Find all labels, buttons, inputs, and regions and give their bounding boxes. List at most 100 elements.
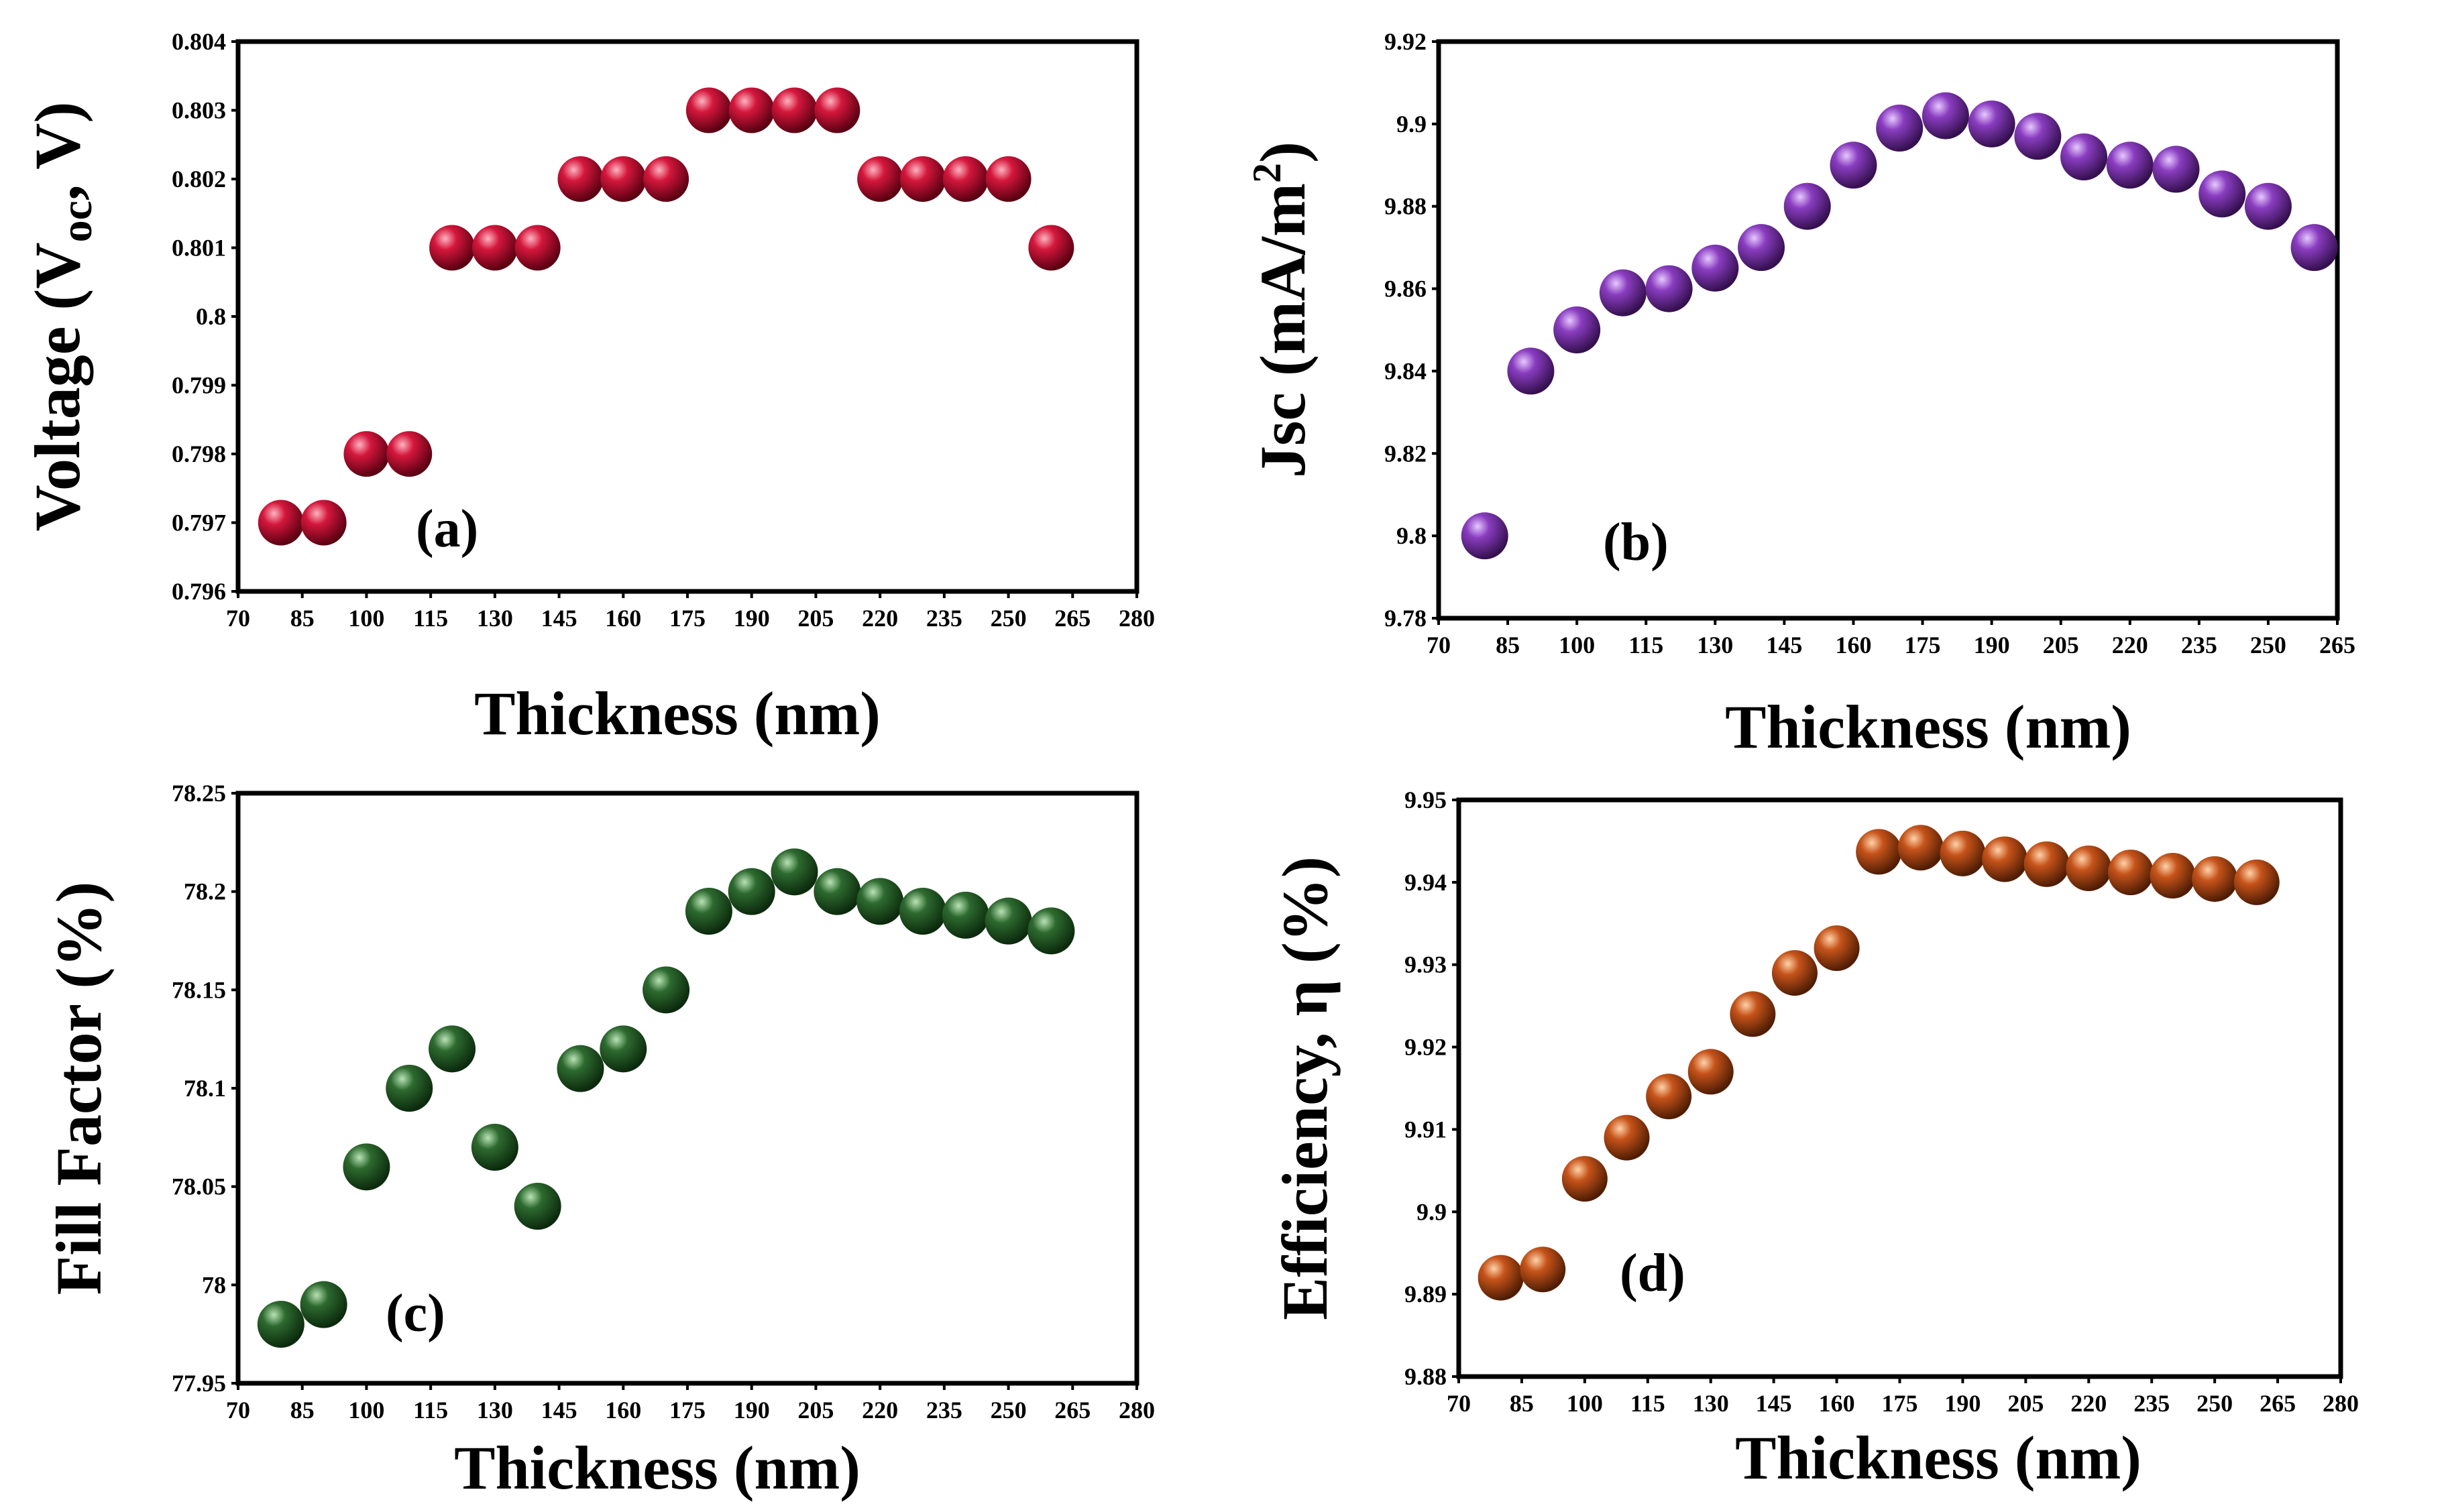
y-tick-label: 9.89 — [1404, 1281, 1447, 1307]
data-point — [1982, 836, 2028, 882]
y-tick-label: 78.25 — [172, 780, 226, 807]
y-tick-label: 0.803 — [172, 97, 226, 124]
data-point — [2192, 856, 2238, 902]
data-point — [942, 891, 989, 939]
y-ticks-b: 9.78 9.8 9.82 9.84 9.86 9.88 9.9 9.92 — [1384, 28, 1439, 632]
panel-label-c: (c) — [386, 1284, 445, 1343]
x-tick-label: 175 — [669, 1397, 706, 1423]
data-point — [1897, 825, 1944, 871]
data-point — [2150, 853, 2196, 899]
data-point — [258, 500, 304, 546]
data-point — [1028, 225, 1074, 271]
x-tick-label: 145 — [541, 1397, 577, 1423]
data-point — [1646, 1073, 1692, 1120]
data-point — [857, 156, 903, 202]
data-point — [1738, 224, 1785, 272]
data-point — [643, 966, 690, 1014]
y-axis-label-b: Jsc (mA/m2) — [1245, 141, 1319, 478]
data-point — [985, 897, 1032, 945]
data-point — [1830, 141, 1877, 189]
data-point — [1730, 991, 1776, 1037]
y-tick-label: 9.86 — [1384, 276, 1427, 302]
data-point — [685, 87, 732, 133]
data-point — [899, 888, 946, 935]
x-axis-label-a: Thickness (nm) — [474, 679, 881, 748]
data-point — [2023, 841, 2070, 887]
data-point — [600, 156, 647, 202]
data-point — [2107, 850, 2154, 896]
x-tick-label: 160 — [1835, 632, 1871, 658]
x-tick-label: 70 — [1447, 1390, 1471, 1417]
data-point — [1645, 265, 1693, 312]
data-point — [257, 1301, 304, 1348]
x-tick-label: 250 — [991, 605, 1027, 632]
data-point — [1968, 100, 2015, 148]
x-tick-label: 265 — [1054, 1397, 1091, 1423]
x-tick-label: 190 — [734, 1397, 770, 1423]
data-point — [1027, 907, 1075, 955]
y-tick-label: 9.94 — [1404, 869, 1447, 896]
y-tick-label: 77.95 — [172, 1370, 226, 1397]
x-tick-label: 190 — [1974, 632, 2010, 658]
chart-c-fill-factor: 77.95 78 78.05 78.1 78.15 78.2 78.25 70 85 100 11… — [43, 780, 1155, 1502]
data-point — [1771, 950, 1818, 996]
data-point — [2199, 170, 2246, 218]
data-point — [1687, 1049, 1734, 1095]
data-point — [1856, 829, 1902, 875]
y-tick-label: 78 — [202, 1271, 226, 1298]
x-tick-label: 235 — [926, 1397, 962, 1423]
y-tick-label: 9.95 — [1404, 787, 1447, 813]
chart-b-jsc: 9.78 9.8 9.82 9.84 9.86 9.88 9.9 9.92 70 85 100 11… — [1245, 28, 2355, 761]
y-axis-label-a-sub: oc — [52, 200, 101, 242]
x-tick-label: 115 — [1630, 1390, 1665, 1417]
plot-frame-c — [235, 791, 1139, 1386]
data-point — [514, 225, 561, 271]
data-point — [2152, 146, 2200, 193]
y-tick-label: 78.1 — [184, 1075, 226, 1102]
x-tick-label: 145 — [541, 605, 577, 632]
data-point — [557, 1045, 604, 1092]
data-point — [728, 868, 775, 915]
y-tick-label: 9.9 — [1396, 111, 1427, 137]
data-points-d — [1478, 825, 2280, 1301]
data-point — [386, 1065, 433, 1112]
data-point — [1461, 512, 1508, 560]
data-point — [300, 1281, 347, 1328]
x-tick-label: 265 — [1054, 605, 1091, 632]
data-point — [2233, 859, 2280, 905]
data-point — [1520, 1246, 1566, 1293]
data-point — [985, 156, 1032, 202]
x-tick-label: 130 — [1697, 632, 1733, 658]
x-ticks-c: 70 85 100 115 130 145 160 175 190 205 220 235 250 265… — [226, 1383, 1155, 1423]
x-tick-label: 205 — [797, 605, 834, 632]
data-point — [557, 156, 604, 202]
x-tick-label: 85 — [290, 1397, 315, 1423]
data-point — [429, 1025, 476, 1073]
y-axis-label-b-tail: ) — [1247, 141, 1319, 163]
data-point — [2244, 182, 2292, 230]
x-axis-label-b: Thickness (nm) — [1725, 693, 2131, 761]
x-tick-label: 265 — [2260, 1390, 2296, 1417]
x-tick-label: 130 — [477, 1397, 513, 1423]
data-point — [471, 1124, 518, 1171]
x-tick-label: 175 — [1905, 632, 1941, 658]
y-axis-label-a-main: Voltage (V — [21, 242, 93, 531]
chart-a-voltage: 0.796 0.797 0.798 0.799 0.8 0.801 0.802 0.803 0.… — [21, 28, 1155, 748]
data-point — [1691, 244, 1739, 292]
x-tick-label: 160 — [1819, 1390, 1855, 1417]
y-tick-label: 9.8 — [1396, 522, 1427, 549]
y-tick-label: 78.05 — [172, 1173, 226, 1200]
data-point — [771, 87, 818, 133]
y-tick-label: 9.92 — [1384, 28, 1427, 55]
data-point — [1876, 105, 1924, 152]
y-tick-label: 78.15 — [172, 976, 226, 1003]
x-tick-label: 265 — [2319, 632, 2355, 658]
x-tick-label: 250 — [2250, 632, 2286, 658]
x-tick-label: 70 — [226, 605, 250, 632]
y-axis-label-a: Voltage (Voc, V) — [21, 102, 101, 532]
x-ticks-b: 70 85 100 115 130 145 160 175 190 205 220 235 250 265 — [1427, 618, 2355, 658]
data-point — [728, 87, 775, 133]
y-tick-label: 9.92 — [1404, 1034, 1447, 1061]
x-tick-label: 190 — [1944, 1390, 1981, 1417]
